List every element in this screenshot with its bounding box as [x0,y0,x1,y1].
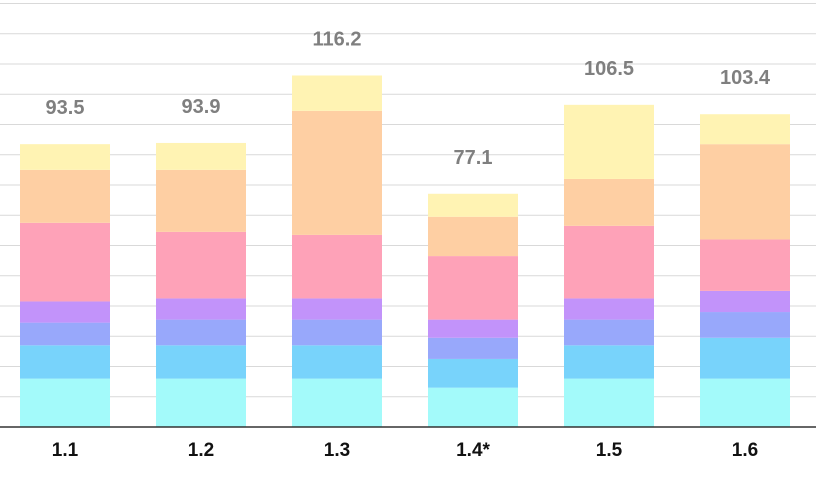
bar-segment [156,231,246,299]
bar-segment [564,345,654,379]
bar-segment [156,169,246,232]
x-tick-label: 1.6 [732,440,758,461]
bar-segment [564,319,654,346]
x-tick-labels: 1.1 1.2 1.3 1.4* 1.5 1.6 [52,440,758,461]
bar-segment [292,234,382,299]
bar-segment [700,337,790,379]
x-tick-label: 1.2 [188,440,214,461]
bar-segment [156,298,246,320]
bar-segment [428,337,518,359]
bar-segment [156,345,246,379]
bar-segment [428,387,518,427]
bar-segment [292,319,382,346]
bar-segment [564,298,654,320]
bar-segment [428,193,518,217]
bar-segment [20,322,110,346]
bar-segment [292,298,382,320]
bar-segment [700,378,790,427]
bar-segment [156,319,246,346]
bar-segment [292,345,382,379]
x-tick-label: 1.4* [456,440,490,461]
bar-segment [20,301,110,323]
bar-segment [20,345,110,379]
bar-segment [156,142,246,170]
bar-segment [20,222,110,302]
bars [20,75,790,427]
bar-segment [292,110,382,235]
bar-segment [700,144,790,240]
gridlines [0,3,816,398]
bar-segment [292,75,382,111]
bar-segment [156,378,246,427]
total-label: 116.2 [313,28,362,50]
bar-segment [428,216,518,257]
bar-segment [428,358,518,388]
bar-segment [428,319,518,338]
total-label: 106.5 [584,58,634,80]
bar-segment [700,290,790,313]
total-label: 77.1 [454,147,493,169]
bar-segment [700,312,790,338]
total-labels: 93.5 93.9 116.2 77.1 106.5 103.4 [46,28,771,168]
bar-segment [564,225,654,299]
x-tick-label: 1.5 [596,440,623,461]
bar-segment [428,256,518,320]
bar-segment [700,114,790,145]
bar-segment [564,104,654,179]
bar-segment [20,169,110,223]
bar-segment [20,144,110,170]
bar-segment [564,378,654,427]
total-label: 93.9 [182,96,221,118]
bar-segment [700,239,790,291]
bar-segment [564,178,654,226]
total-label: 93.5 [46,97,85,119]
total-label: 103.4 [720,67,771,89]
bar-segment [292,378,382,427]
x-tick-label: 1.1 [52,440,79,461]
bar-segment [20,378,110,427]
x-tick-label: 1.3 [324,440,350,461]
